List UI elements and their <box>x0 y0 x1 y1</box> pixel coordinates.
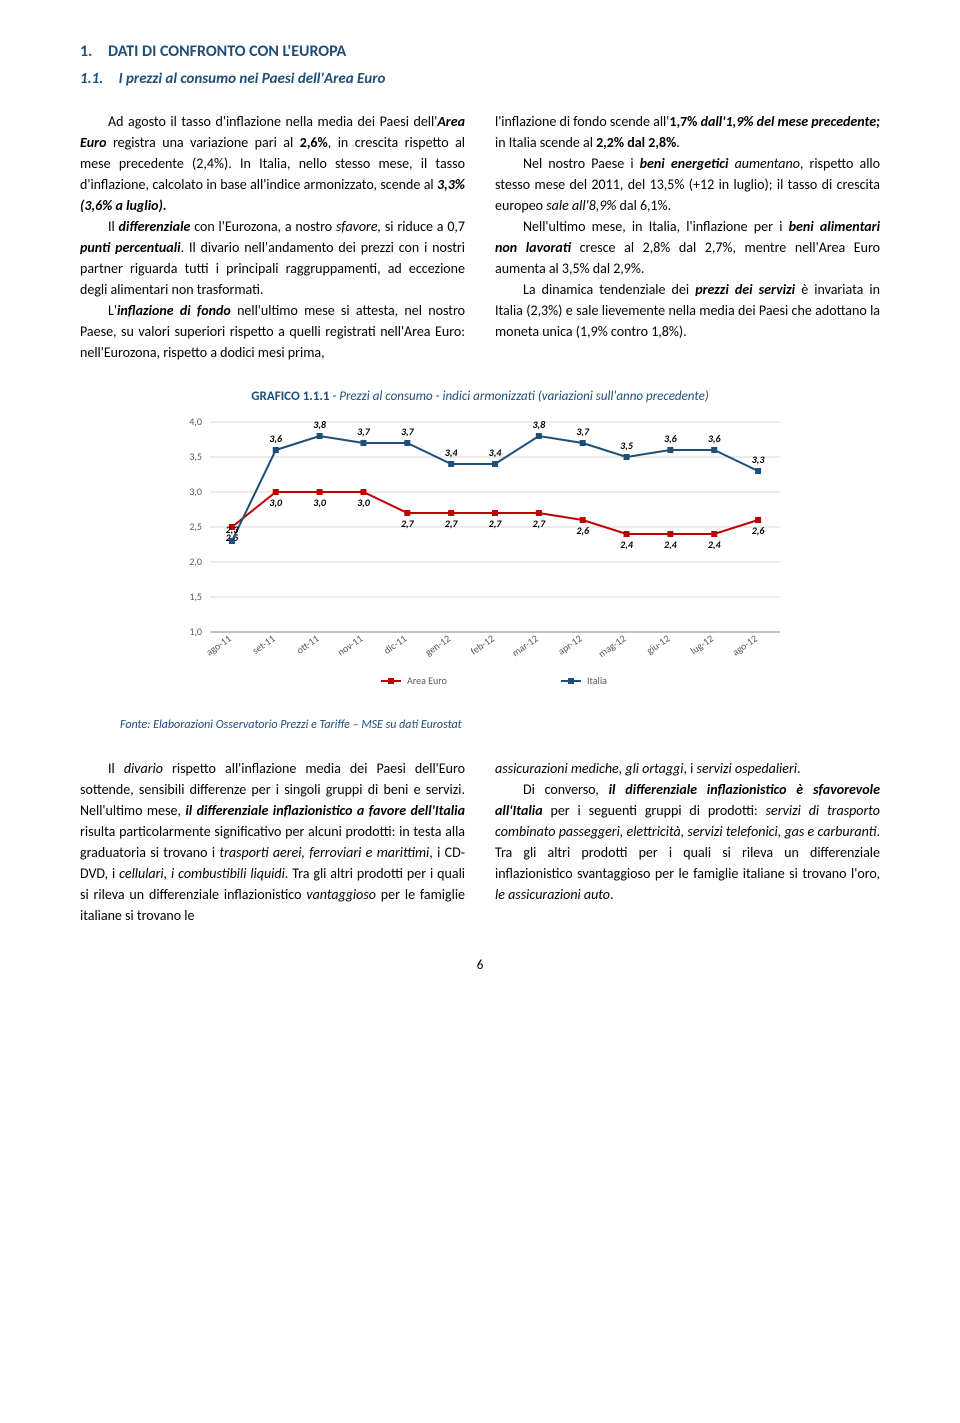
svg-text:2,6: 2,6 <box>576 524 589 537</box>
page-number: 6 <box>80 956 880 976</box>
svg-text:3,0: 3,0 <box>313 496 327 509</box>
svg-text:2,6: 2,6 <box>752 524 765 537</box>
right-column: l'inflazione di fondo scende all'1,7% da… <box>495 111 880 363</box>
svg-text:2,4: 2,4 <box>708 538 722 551</box>
svg-text:3,4: 3,4 <box>489 446 503 459</box>
section-title: 1. DATI DI CONFRONTO CON L'EUROPA <box>80 40 880 64</box>
line-chart: 1,0 1,5 2,0 2,5 3,0 3,5 4,0 ago-11 set-11 ott-11 n… <box>160 412 800 692</box>
svg-text:ago-12: ago-12 <box>729 632 759 659</box>
svg-text:ago-11: ago-11 <box>203 632 233 659</box>
svg-text:2,3: 2,3 <box>226 523 240 536</box>
svg-text:3,5: 3,5 <box>189 450 202 463</box>
svg-text:apr-12: apr-12 <box>555 632 584 658</box>
right-column-lower: assicurazioni mediche, gli ortaggi, i se… <box>495 758 880 926</box>
body-columns-upper: Ad agosto il tasso d'inflazione nella me… <box>80 111 880 363</box>
svg-text:3,0: 3,0 <box>269 496 283 509</box>
svg-text:3,0: 3,0 <box>189 485 202 498</box>
svg-text:2,7: 2,7 <box>532 517 546 530</box>
svg-text:2,4: 2,4 <box>664 538 678 551</box>
left-column-lower: Il divario rispetto all'inflazione media… <box>80 758 465 926</box>
svg-text:2,7: 2,7 <box>489 517 503 530</box>
para: l'inflazione di fondo scende all'1,7% da… <box>495 111 880 153</box>
svg-text:2,5: 2,5 <box>189 520 202 533</box>
para: L'inflazione di fondo nell'ultimo mese s… <box>80 300 465 363</box>
svg-text:3,5: 3,5 <box>620 439 633 452</box>
svg-text:2,7: 2,7 <box>401 517 415 530</box>
para: Il differenziale con l'Eurozona, a nostr… <box>80 216 465 300</box>
svg-text:Italia: Italia <box>587 674 607 687</box>
chart-title-bold: GRAFICO 1.1.1 <box>251 389 329 404</box>
para: assicurazioni mediche, gli ortaggi, i se… <box>495 758 880 779</box>
svg-text:1,5: 1,5 <box>189 590 202 603</box>
svg-text:gen-12: gen-12 <box>422 632 452 659</box>
para: Il divario rispetto all'inflazione media… <box>80 758 465 926</box>
svg-text:feb-12: feb-12 <box>468 632 497 658</box>
svg-text:3,3: 3,3 <box>752 453 766 466</box>
svg-text:4,0: 4,0 <box>189 415 202 428</box>
svg-text:2,7: 2,7 <box>445 517 459 530</box>
svg-text:nov-11: nov-11 <box>335 632 365 659</box>
para: Ad agosto il tasso d'inflazione nella me… <box>80 111 465 216</box>
subsection-number: 1.1. <box>80 70 103 88</box>
svg-text:3,6: 3,6 <box>269 432 282 445</box>
svg-text:dic-11: dic-11 <box>381 632 409 657</box>
para: La dinamica tendenziale dei prezzi dei s… <box>495 279 880 342</box>
section-number: 1. <box>80 42 92 61</box>
svg-text:3,7: 3,7 <box>576 425 590 438</box>
svg-text:2,0: 2,0 <box>189 555 202 568</box>
svg-text:lug-12: lug-12 <box>688 632 716 657</box>
svg-text:set-11: set-11 <box>249 632 277 657</box>
body-columns-lower: Il divario rispetto all'inflazione media… <box>80 758 880 926</box>
svg-text:mar-12: mar-12 <box>509 632 540 659</box>
subsection-title: 1.1. I prezzi al consumo nei Paesi dell'… <box>80 68 880 91</box>
svg-text:Area Euro: Area Euro <box>407 674 447 687</box>
svg-text:3,0: 3,0 <box>357 496 371 509</box>
svg-text:3,8: 3,8 <box>313 418 327 431</box>
chart-source: Fonte: Elaborazioni Osservatorio Prezzi … <box>120 716 880 734</box>
svg-text:3,6: 3,6 <box>708 432 721 445</box>
para: Nell'ultimo mese, in Italia, l'inflazion… <box>495 216 880 279</box>
svg-text:3,6: 3,6 <box>664 432 677 445</box>
svg-text:3,7: 3,7 <box>401 425 415 438</box>
left-column: Ad agosto il tasso d'inflazione nella me… <box>80 111 465 363</box>
chart-title: GRAFICO 1.1.1 - Prezzi al consumo - indi… <box>80 387 880 407</box>
chart-title-rest: - Prezzi al consumo - indici armonizzati… <box>329 389 708 404</box>
svg-text:3,7: 3,7 <box>357 425 371 438</box>
svg-text:3,8: 3,8 <box>532 418 546 431</box>
svg-text:3,4: 3,4 <box>445 446 459 459</box>
svg-text:mag-12: mag-12 <box>596 632 629 660</box>
para: Di converso, il differenziale inflazioni… <box>495 779 880 905</box>
subsection-title-text: I prezzi al consumo nei Paesi dell'Area … <box>119 70 386 88</box>
chart-container: 1,0 1,5 2,0 2,5 3,0 3,5 4,0 ago-11 set-11 ott-11 n… <box>160 412 800 698</box>
para: Nel nostro Paese i beni energetici aumen… <box>495 153 880 216</box>
svg-text:ott-11: ott-11 <box>294 632 322 657</box>
svg-text:giu-12: giu-12 <box>644 632 672 657</box>
svg-text:1,0: 1,0 <box>189 625 202 638</box>
section-title-text: DATI DI CONFRONTO CON L'EUROPA <box>108 42 346 61</box>
svg-text:2,4: 2,4 <box>620 538 634 551</box>
